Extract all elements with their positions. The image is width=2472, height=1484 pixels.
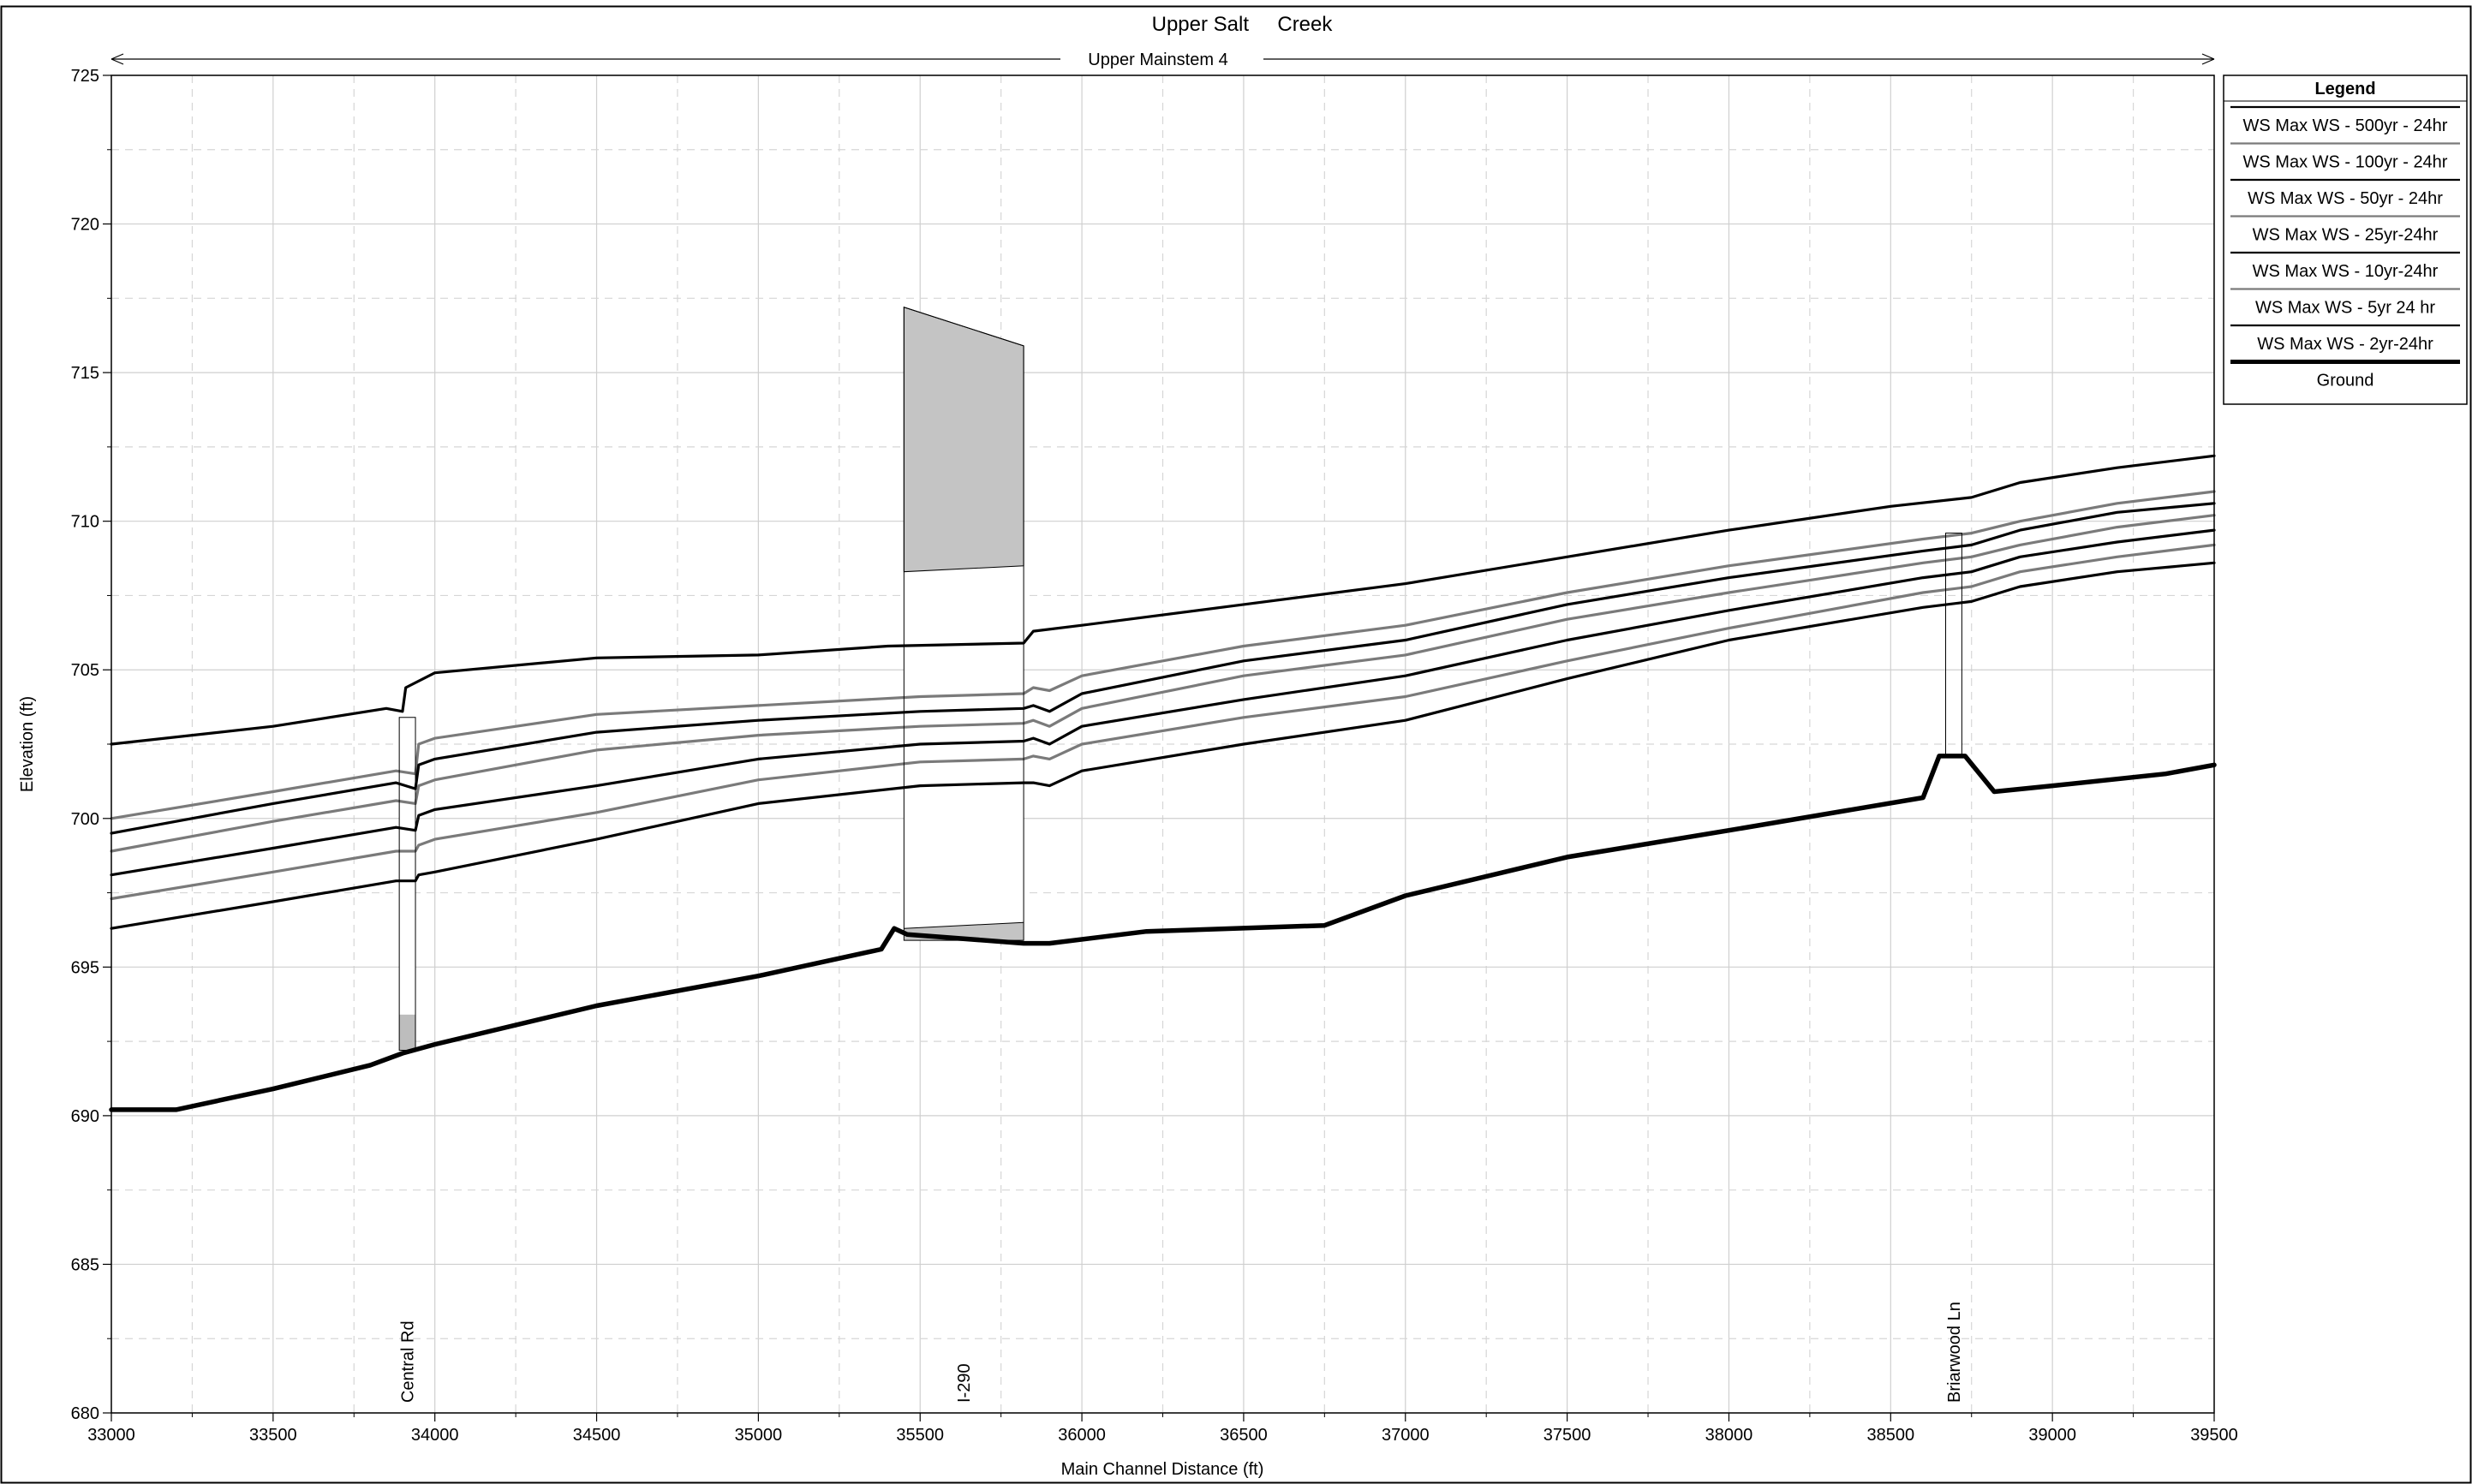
y-tick-label: 680 [71,1404,99,1423]
legend-label: WS Max WS - 50yr - 24hr [2248,189,2443,208]
y-tick-label: 700 [71,810,99,829]
y-tick-label: 705 [71,661,99,680]
x-tick-label: 37500 [1544,1426,1591,1445]
legend-label: WS Max WS - 10yr-24hr [2253,262,2439,281]
reach-arrowhead-right [2201,53,2215,65]
culvert-opening [904,565,1024,929]
reach-arrowhead-left [110,53,124,65]
x-tick-label: 38000 [1705,1426,1753,1445]
y-tick-label: 715 [71,364,99,383]
y-tick-label: 720 [71,216,99,235]
bridge-outline [1945,533,1962,757]
legend-label: Ground [2317,372,2374,390]
y-tick-label: 725 [71,67,99,86]
reach-indicator: Upper Mainstem 4 [110,51,2215,69]
x-tick-label: 33000 [87,1426,135,1445]
y-tick-label: 710 [71,513,99,532]
structures-outline [398,307,1962,1052]
axis-ticks: 33000 33500 34000 34500 35000 35500 36000 36500… [71,67,2238,1445]
structure-label: Briarwood Ln [1945,1302,1964,1403]
legend-label: WS Max WS - 500yr - 24hr [2243,116,2448,135]
culvert-embankment [903,307,1024,573]
x-tick-label: 34000 [411,1426,459,1445]
x-tick-label: 35500 [896,1426,944,1445]
x-tick-label: 34500 [573,1426,621,1445]
water-surface-line [110,502,2216,835]
y-tick-label: 685 [71,1255,99,1274]
legend-box [2223,74,2468,405]
water-surface-line [110,543,2216,901]
x-tick-label: 38500 [1866,1426,1914,1445]
legend-label: WS Max WS - 25yr-24hr [2253,226,2439,245]
water-surface-line [110,514,2216,853]
culvert-outline [903,307,1024,941]
bridge-outline [398,717,416,1052]
chart-title: Upper Salt Creek [1152,13,1334,36]
x-tick-label: 33500 [249,1426,297,1445]
legend-label: WS Max WS - 100yr - 24hr [2243,153,2448,172]
bridge-fill [399,1014,416,1051]
x-tick-label: 37000 [1382,1426,1430,1445]
legend-title: Legend [2314,80,2375,98]
x-tick-label: 36500 [1220,1426,1268,1445]
culvert-invert-line [904,921,1024,929]
water-surface-line [110,454,2216,746]
legend-label: WS Max WS - 5yr 24 hr [2255,299,2435,318]
structures-fill [399,307,1024,1051]
x-tick-label: 39500 [2190,1426,2238,1445]
ground-profile-line [109,754,2217,1112]
bridge-opening [399,717,416,1051]
y-tick-label: 690 [71,1107,99,1126]
x-tick-label: 39000 [2028,1426,2076,1445]
structure-label: Central Rd [399,1320,418,1403]
y-tick-label: 695 [71,958,99,977]
water-surface-line [110,528,2216,877]
legend-entries: WS Max WS - 500yr - 24hr WS Max WS - 100y… [2230,105,2460,390]
series-lines [109,454,2217,1112]
water-surface-line [110,561,2216,930]
y-axis-label: Elevation (ft) [18,696,37,792]
x-axis-label: Main Channel Distance (ft) [1061,1460,1264,1479]
structure-labels: Central Rd I-290 Briarwood Ln [399,1302,1964,1403]
water-surface-line [110,490,2216,820]
structure-label: I-290 [955,1363,974,1403]
x-tick-label: 36000 [1058,1426,1106,1445]
legend-label: WS Max WS - 2yr-24hr [2257,335,2433,354]
reach-label: Upper Mainstem 4 [1088,51,1227,69]
x-tick-label: 35000 [735,1426,783,1445]
